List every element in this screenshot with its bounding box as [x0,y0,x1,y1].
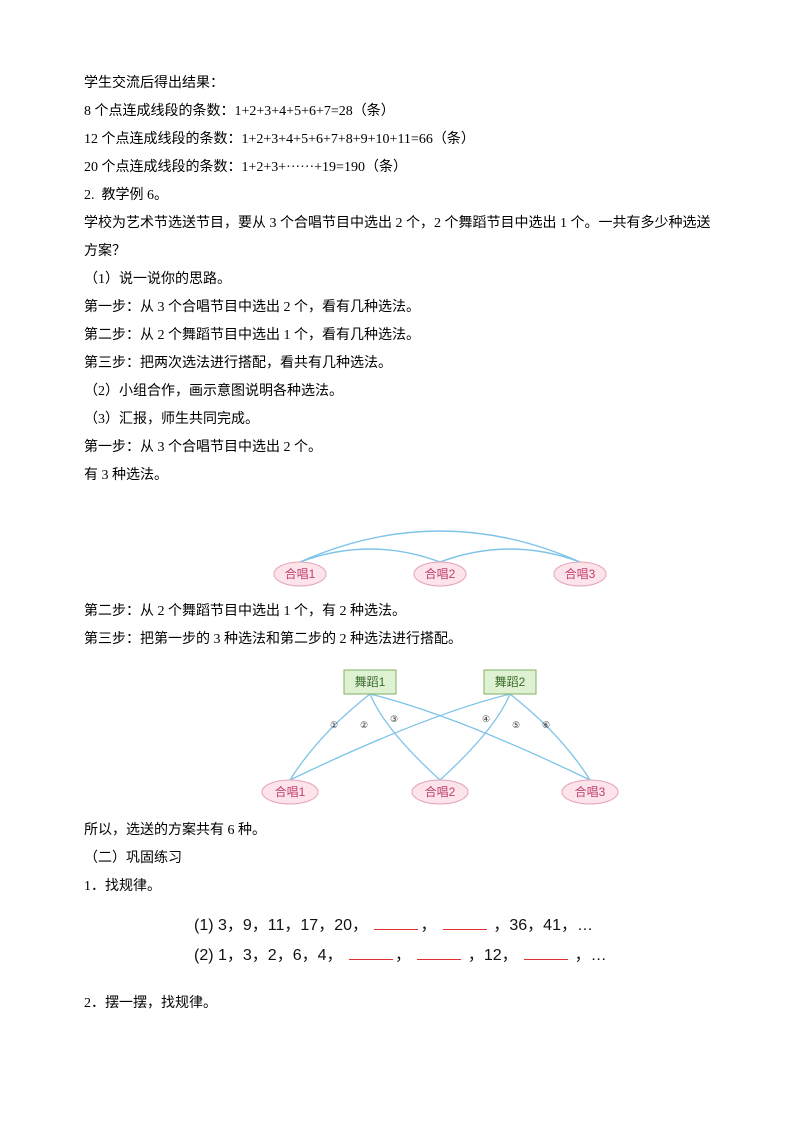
svg-text:合唱3: 合唱3 [575,784,606,799]
blank-underline [349,943,393,960]
svg-text:合唱1: 合唱1 [275,784,306,799]
svg-text:合唱3: 合唱3 [565,566,596,581]
text-line: （二）巩固练习 [84,845,716,873]
svg-text:合唱2: 合唱2 [425,566,456,581]
ex1-prefix: (1) 3，9，11，17，20， [194,917,368,934]
exercise-2: (2) 1，3，2，6，4， ， ，12， ，… [194,941,800,971]
text-line: 1．找规律。 [84,873,716,901]
text-line: 第三步：把两次选法进行搭配，看共有几种选法。 [84,350,716,378]
chorus-arc-diagram: 合唱1 合唱2 合唱3 [230,496,650,596]
svg-text:①: ① [330,720,338,730]
text-line: （1）说一说你的思路。 [84,266,716,294]
svg-text:舞蹈1: 舞蹈1 [355,675,386,689]
svg-text:舞蹈2: 舞蹈2 [495,675,526,689]
text-line: 所以，选送的方案共有 6 种。 [84,817,716,845]
diagram1-wrap: 合唱1 合唱2 合唱3 [84,490,756,598]
text-line: 2. 教学例 6。 [84,182,716,210]
text-line: 20 个点连成线段的条数：1+2+3+······+19=190（条） [84,154,716,182]
ex2-mid: ，12， [468,947,518,964]
exercise-block: (1) 3，9，11，17，20， ， ，36，41，… (2) 1，3，2，6… [84,901,800,990]
blank-underline [417,943,461,960]
blank-underline [443,913,487,930]
svg-text:合唱2: 合唱2 [425,784,456,799]
text-line: 第二步：从 2 个舞蹈节目中选出 1 个，有 2 种选法。 [84,598,716,626]
text-line: 有 3 种选法。 [84,462,716,490]
text-line: （3）汇报，师生共同完成。 [84,406,716,434]
ex2-suffix: ，… [575,947,607,964]
document-page: 学生交流后得出结果： 8 个点连成线段的条数：1+2+3+4+5+6+7=28（… [0,0,800,1058]
svg-text:⑤: ⑤ [512,720,520,730]
svg-text:⑥: ⑥ [542,720,550,730]
svg-text:②: ② [360,720,368,730]
text-line: 8 个点连成线段的条数：1+2+3+4+5+6+7=28（条） [84,98,716,126]
text-line: 第一步：从 3 个合唱节目中选出 2 个。 [84,434,716,462]
text-line: 12 个点连成线段的条数：1+2+3+4+5+6+7+8+9+10+11=66（… [84,126,716,154]
diagram2-wrap: ① ② ③ ④ ⑤ ⑥ 舞蹈1 舞蹈2 合唱1 合唱2 合唱3 [84,654,756,817]
text-line: 第一步：从 3 个合唱节目中选出 2 个，看有几种选法。 [84,294,716,322]
ex1-suffix: ，36，41，… [493,917,593,934]
blank-underline [524,943,568,960]
text-line: 第二步：从 2 个舞蹈节目中选出 1 个，看有几种选法。 [84,322,716,350]
ex2-prefix: (2) 1，3，2，6，4， [194,947,343,964]
text-line: 学校为艺术节选送节目，要从 3 个合唱节目中选出 2 个，2 个舞蹈节目中选出 … [84,210,716,266]
text-line: （2）小组合作，画示意图说明各种选法。 [84,378,716,406]
svg-text:合唱1: 合唱1 [285,566,316,581]
text-line: 学生交流后得出结果： [84,70,716,98]
text-line: 2．摆一摆，找规律。 [84,990,716,1018]
svg-text:③: ③ [390,714,398,724]
text-line: 第三步：把第一步的 3 种选法和第二步的 2 种选法进行搭配。 [84,626,716,654]
svg-text:④: ④ [482,714,490,724]
blank-underline [374,913,418,930]
exercise-1: (1) 3，9，11，17，20， ， ，36，41，… [194,911,800,941]
dance-chorus-matching-diagram: ① ② ③ ④ ⑤ ⑥ 舞蹈1 舞蹈2 合唱1 合唱2 合唱3 [210,660,670,815]
